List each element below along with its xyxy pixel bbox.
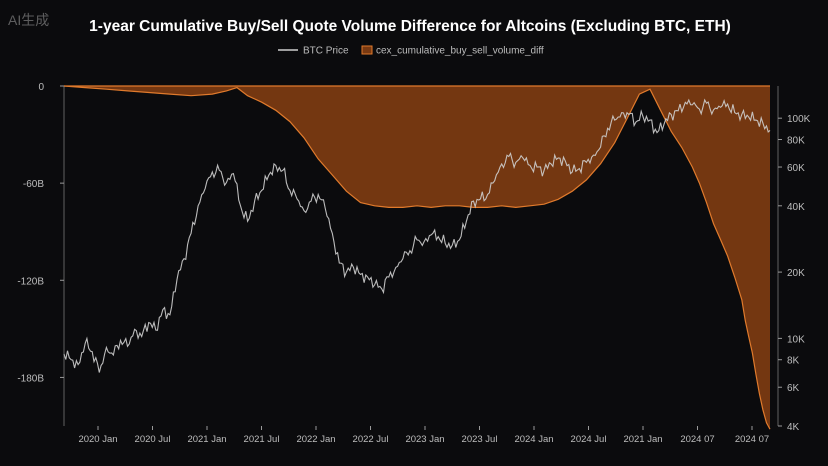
x-tick-label: 2022 Jan bbox=[296, 434, 335, 445]
chart-title: 1-year Cumulative Buy/Sell Quote Volume … bbox=[89, 18, 731, 35]
right-tick-label: 60K bbox=[787, 163, 805, 174]
right-tick-label: 80K bbox=[787, 136, 805, 147]
right-tick-label: 100K bbox=[787, 114, 811, 125]
diff-area-group bbox=[63, 85, 771, 430]
x-tick-label: 2024 07 bbox=[680, 434, 714, 445]
right-tick-label: 6K bbox=[787, 383, 800, 394]
right-tick-label: 10K bbox=[787, 334, 805, 345]
x-axis: 2020 Jan 2020 Jul 2021 Jan 2021 Jul 2022 Jan… bbox=[78, 426, 769, 445]
diff-area bbox=[64, 86, 770, 430]
left-tick-label: -120B bbox=[17, 276, 44, 287]
btc-price-line bbox=[63, 98, 771, 373]
right-tick-label: 8K bbox=[787, 356, 800, 367]
legend-btc-label: BTC Price bbox=[303, 46, 349, 57]
x-tick-label: 2024 Jul bbox=[571, 434, 607, 445]
x-tick-label: 2021 Jul bbox=[244, 434, 280, 445]
left-tick-label: 0 bbox=[38, 82, 44, 93]
right-tick-label: 4K bbox=[787, 422, 800, 433]
legend-diff-swatch bbox=[361, 45, 373, 55]
x-tick-label: 2024 Jan bbox=[514, 434, 553, 445]
legend-diff-label: cex_cumulative_buy_sell_volume_diff bbox=[376, 46, 544, 57]
x-tick-label: 2021 Jan bbox=[187, 434, 226, 445]
x-tick-label: 2021 Jan bbox=[623, 434, 662, 445]
right-tick-label: 40K bbox=[787, 202, 805, 213]
x-tick-label: 2020 Jul bbox=[135, 434, 171, 445]
x-tick-label: 2024 07 bbox=[735, 434, 769, 445]
x-tick-label: 2023 Jan bbox=[405, 434, 444, 445]
left-tick-label: -180B bbox=[17, 373, 44, 384]
x-tick-label: 2023 Jul bbox=[462, 434, 498, 445]
x-tick-label: 2022 Jul bbox=[353, 434, 389, 445]
legend: BTC Price cex_cumulative_buy_sell_volume… bbox=[278, 45, 544, 57]
right-tick-label: 20K bbox=[787, 268, 805, 279]
btc-line-group bbox=[63, 98, 771, 373]
left-axis: 0 -60B -120B -180B bbox=[17, 82, 65, 426]
left-tick-label: -60B bbox=[23, 179, 44, 190]
watermark: AI生成 bbox=[8, 12, 50, 28]
x-tick-label: 2020 Jan bbox=[78, 434, 117, 445]
diff-line bbox=[63, 85, 771, 430]
right-axis: 100K 80K 60K 40K 20K 10K 8K 6K 4K bbox=[777, 86, 811, 433]
